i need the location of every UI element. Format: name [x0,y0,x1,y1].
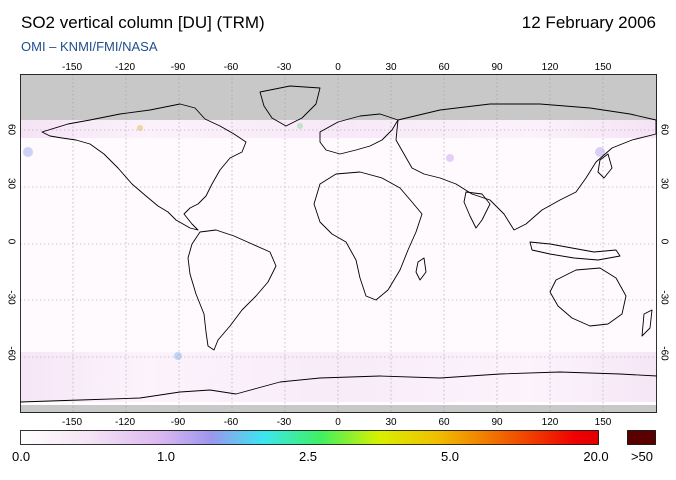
lon-tick-label: -120 [114,62,136,73]
asia-coastline [395,103,657,231]
lon-tick-label: 120 [541,62,559,73]
so2-speck [174,352,182,360]
data-credit: OMI – KNMI/FMI/NASA [21,39,158,54]
madagascar-coastline [415,257,427,281]
indonesia-coastline [529,241,621,261]
lon-tick-label: -90 [170,417,186,428]
lon-tick-label: -150 [61,62,83,73]
map-date: 12 February 2006 [521,13,656,32]
lat-tick-label: 30 [658,177,670,190]
lat-tick-label: -30 [5,290,17,305]
north-america-coastline [41,103,247,231]
lon-tick-label: 60 [438,62,450,73]
colorbar-label: 5.0 [440,449,460,464]
lon-tick-label: 150 [594,62,612,73]
greenland-coastline [259,85,321,127]
lon-tick-label: -150 [61,417,83,428]
south-america-coastline [187,229,277,351]
lon-tick-label: 60 [438,417,450,428]
lat-tick-label: 30 [5,177,17,190]
japan-coastline [597,153,613,179]
antarctica-coastline [20,371,657,403]
lat-tick-label: 0 [658,238,670,245]
so2-noise-band-north [20,120,657,138]
lon-tick-label: 0 [335,62,341,73]
africa-coastline [313,171,423,301]
lon-tick-label: -120 [114,417,136,428]
colorbar-scale [20,430,599,445]
lon-tick-label: 90 [491,62,503,73]
coastlines [20,85,657,403]
lon-tick-label: -30 [276,62,292,73]
lon-tick-label: 90 [491,417,503,428]
colorbar-label: >50 [630,449,654,464]
lon-tick-label: -60 [223,62,239,73]
colorbar-label: 1.0 [156,449,176,464]
colorbar-over-swatch [627,430,656,445]
map-frame [20,74,657,413]
australia-coastline [549,267,627,327]
colorbar-label: 0.0 [12,449,31,464]
so2-colorbar [20,430,656,445]
so2-speck [595,147,605,157]
lon-tick-label: 120 [541,417,559,428]
so2-speck [137,125,143,131]
lat-tick-label: -60 [5,346,17,361]
lon-tick-label: 150 [594,417,612,428]
so2-world-map [20,74,657,413]
lon-tick-label: 30 [385,62,397,73]
so2-speck [446,154,454,162]
colorbar-label: 2.5 [298,449,318,464]
antarctic-no-data-region [20,405,657,413]
lat-tick-label: -30 [658,290,670,305]
arctic-no-data-region [20,74,657,120]
lon-tick-label: -60 [223,417,239,428]
lon-tick-label: 30 [385,417,397,428]
india-coastline [463,191,491,229]
colorbar-label: 20.0 [583,449,609,464]
map-title: SO2 vertical column [DU] (TRM) [21,13,265,32]
so2-speck [297,123,303,129]
lon-tick-label: -90 [170,62,186,73]
lat-tick-label: 60 [5,123,17,136]
so2-speck [23,147,33,157]
lon-tick-label: -30 [276,417,292,428]
lon-tick-label: 0 [335,417,341,428]
europe-coastline [319,113,399,155]
lat-tick-label: -60 [658,346,670,361]
lat-tick-label: 60 [658,123,670,136]
new-zealand-coastline [641,309,653,337]
lat-tick-label: 0 [5,238,17,245]
